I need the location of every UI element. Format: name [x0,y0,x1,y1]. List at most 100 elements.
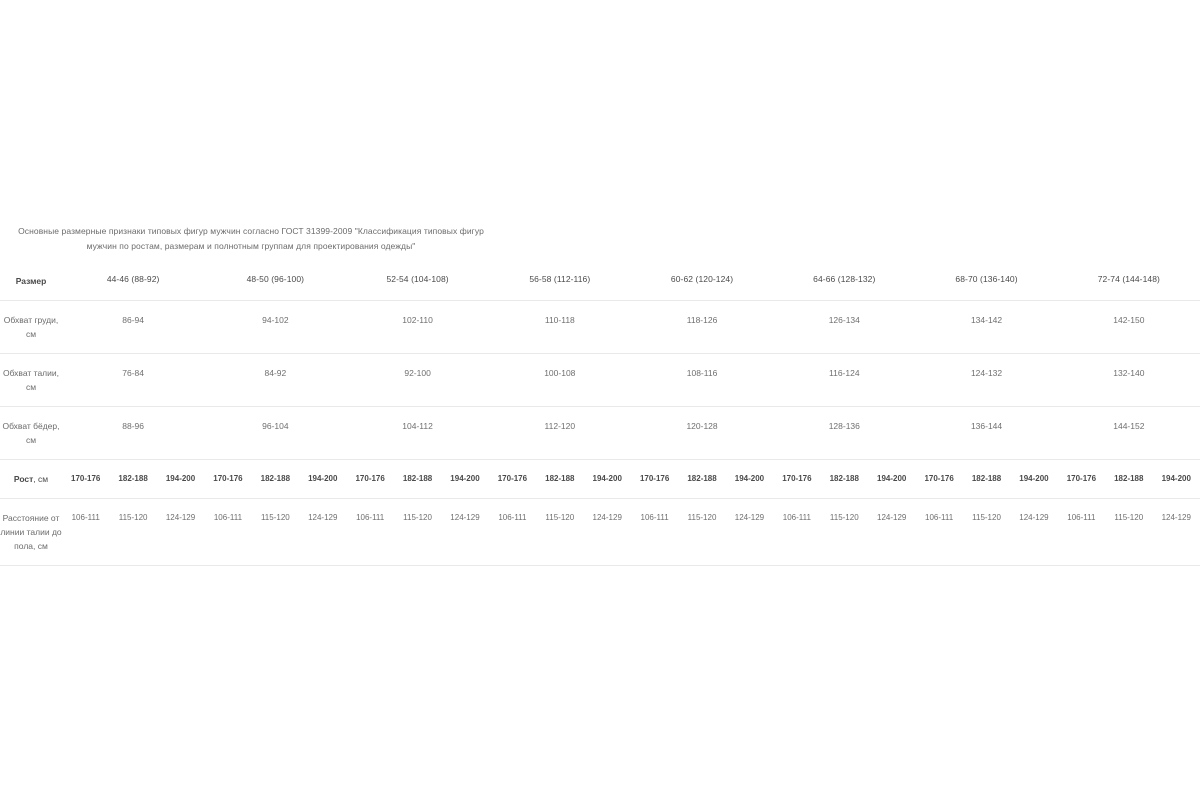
table-row-height: Рост, см 170-​176 182-​188 194-​200 170-​176… [0,460,1200,499]
table-row: Обхват бёдер, см 88-96 96-104 104-112 112-12… [0,407,1200,460]
row-label-height-unit: , см [33,474,49,484]
table-cell: 126-134 [828,315,860,325]
table-cell: 108-116 [686,368,718,378]
table-cell: 86-94 [122,315,144,325]
column-header-size-group: 68-70 (136-140) [955,274,1018,284]
table-cell-floor-distance: 106-​111 [356,513,385,522]
table-cell-height: 182-​188 [829,474,859,483]
table-cell-height: 170-​176 [355,474,385,483]
table-cell: 100-108 [544,368,576,378]
row-label: Обхват талии, см [2,368,59,392]
table-cell-height: 194-​200 [592,474,622,483]
table-cell-height: 182-​188 [687,474,717,483]
table-cell-height: 194-​200 [1161,474,1191,483]
table-cell: 134-142 [970,315,1003,325]
column-header-size-group: 48-50 (96-100) [246,274,305,284]
table-header-row: Размер 44-46 (88-92) 48-50 (96-100) 52-54 … [0,262,1200,301]
table-cell: 132-140 [1113,368,1145,378]
table-cell: 128-136 [828,421,860,431]
table-cell-height: 182-​188 [260,474,291,483]
column-header-size-group: 60-62 (120-124) [670,274,734,284]
table-cell-floor-distance: 115-​120 [545,513,575,522]
table-cell-height: 170-​176 [71,474,101,483]
row-label: Обхват груди, см [3,315,59,339]
caption-line-2: мужчин по ростам, размерам и полнотным г… [86,241,416,251]
table-cell: 84-92 [264,368,287,378]
table-cell-floor-distance: 124-​129 [1161,513,1191,522]
column-header-size-group: 64-66 (128-132) [813,274,876,284]
table-cell-floor-distance: 106-​111 [498,513,527,522]
size-chart-table: Размер 44-46 (88-92) 48-50 (96-100) 52-54 … [0,262,1200,566]
table-cell: 110-118 [544,315,575,325]
column-header-size-group: 56-58 (112-116) [529,274,591,284]
table-cell-height: 194-​200 [734,474,765,483]
table-cell: 120-128 [686,421,718,431]
column-header-size-group: 72-74 (144-148) [1097,274,1160,284]
table-head: Размер 44-46 (88-92) 48-50 (96-100) 52-54 … [0,262,1200,301]
table-row-floor-distance: Расстояние от линии талии до пола, см 106… [0,499,1200,566]
table-cell: 118-126 [686,315,718,325]
table-cell-height: 170-​176 [497,474,528,483]
table-cell-floor-distance: 124-​129 [450,513,480,522]
table-cell-floor-distance: 106-​111 [925,513,954,522]
table-cell-height: 182-​188 [971,474,1002,483]
table-cell-height: 182-​188 [118,474,148,483]
table-cell: 92-100 [404,368,431,378]
table-cell: 104-112 [402,421,433,431]
column-header-size-group: 44-46 (88-92) [106,274,160,284]
table-cell: 76-84 [122,368,144,378]
table-cell: 112-120 [544,421,576,431]
table-cell-height: 194-​200 [877,474,907,483]
table-cell-height: 170-​176 [213,474,243,483]
table-cell: 96-104 [262,421,289,431]
row-label-height: Рост, см [0,460,62,499]
table-cell-floor-distance: 124-​129 [592,513,622,522]
table-cell: 102-110 [402,315,433,325]
table-cell-floor-distance: 115-​120 [1114,513,1144,522]
row-label-floor-distance: Расстояние от линии талии до пола, см [0,513,62,551]
table-cell-floor-distance: 106-​111 [71,513,100,522]
table-cell-height: 170-​176 [924,474,954,483]
table-cell: 94-102 [262,315,289,325]
table-cell-height: 170-​176 [1066,474,1097,483]
column-header-size-group: 52-54 (104-108) [386,274,449,284]
table-cell-height: 194-​200 [450,474,480,483]
table-cell-floor-distance: 124-​129 [308,513,338,522]
row-label: Обхват бёдер, см [2,421,60,445]
table-cell-height: 194-​200 [308,474,338,483]
table-cell-floor-distance: 115-​120 [260,513,290,522]
table-cell-height: 170-​176 [639,474,670,483]
table-cell: 88-96 [122,421,144,431]
table-cell-floor-distance: 106-​111 [640,513,669,522]
table-cell-floor-distance: 124-​129 [877,513,907,522]
header-size-label: Размер [15,276,47,286]
table-cell-floor-distance: 115-​120 [972,513,1001,522]
table-cell: 144-152 [1113,421,1145,431]
table-caption: Основные размерные признаки типовых фигу… [0,224,502,254]
table-cell-floor-distance: 124-​129 [734,513,765,522]
table-body: Обхват груди, см 86-94 94-102 102-110 110-11… [0,301,1200,566]
table-cell-height: 182-​188 [545,474,575,483]
table-cell-floor-distance: 106-​111 [213,513,243,522]
table-cell-height: 170-​176 [782,474,812,483]
table-cell-floor-distance: 115-​120 [687,513,717,522]
table-cell-floor-distance: 124-​129 [165,513,196,522]
table-cell-height: 194-​200 [165,474,196,483]
table-row: Обхват талии, см 76-84 84-92 92-100 100-108 1… [0,354,1200,407]
table-cell-floor-distance: 115-​120 [403,513,432,522]
table-row: Обхват груди, см 86-94 94-102 102-110 110-11… [0,301,1200,354]
table-cell: 116-124 [829,368,860,378]
table-cell-floor-distance: 106-​111 [1067,513,1096,522]
table-cell: 136-144 [970,421,1003,431]
table-cell-height: 182-​188 [1114,474,1144,483]
row-label-height-text: Рост [13,474,34,484]
table-cell-floor-distance: 106-​111 [782,513,811,522]
table-cell-height: 182-​188 [402,474,433,483]
table-cell: 142-150 [1113,315,1145,325]
table-cell-floor-distance: 124-​129 [1019,513,1049,522]
table-cell-height: 194-​200 [1019,474,1049,483]
table-cell-floor-distance: 115-​120 [118,513,148,522]
table-cell-floor-distance: 115-​120 [829,513,859,522]
caption-line-1: Основные размерные признаки типовых фигу… [18,226,484,236]
